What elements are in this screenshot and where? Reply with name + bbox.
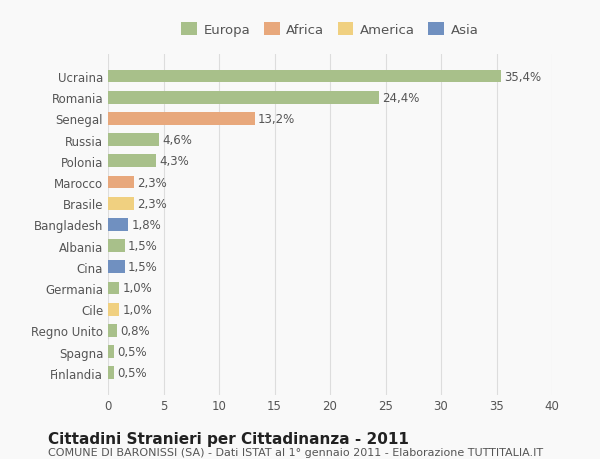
Bar bbox=[108, 155, 156, 168]
Text: 1,5%: 1,5% bbox=[128, 240, 158, 252]
Bar bbox=[108, 113, 254, 125]
Bar bbox=[108, 197, 134, 210]
Bar bbox=[108, 325, 117, 337]
Legend: Europa, Africa, America, Asia: Europa, Africa, America, Asia bbox=[176, 17, 484, 42]
Text: 13,2%: 13,2% bbox=[258, 112, 295, 126]
Text: 0,8%: 0,8% bbox=[120, 324, 150, 337]
Bar bbox=[108, 71, 501, 83]
Text: 0,5%: 0,5% bbox=[117, 345, 146, 358]
Bar bbox=[108, 303, 119, 316]
Text: 0,5%: 0,5% bbox=[117, 366, 146, 380]
Bar bbox=[108, 92, 379, 104]
Text: 1,0%: 1,0% bbox=[122, 282, 152, 295]
Bar bbox=[108, 134, 159, 147]
Bar bbox=[108, 346, 113, 358]
Text: 24,4%: 24,4% bbox=[382, 91, 419, 105]
Bar bbox=[108, 282, 119, 295]
Text: 4,6%: 4,6% bbox=[163, 134, 192, 147]
Text: 35,4%: 35,4% bbox=[504, 70, 541, 84]
Bar bbox=[108, 218, 128, 231]
Text: 1,5%: 1,5% bbox=[128, 261, 158, 274]
Bar bbox=[108, 240, 125, 252]
Bar bbox=[108, 367, 113, 379]
Text: 2,3%: 2,3% bbox=[137, 176, 167, 189]
Bar bbox=[108, 261, 125, 274]
Text: 2,3%: 2,3% bbox=[137, 197, 167, 210]
Text: 1,0%: 1,0% bbox=[122, 303, 152, 316]
Text: 1,8%: 1,8% bbox=[131, 218, 161, 231]
Text: 4,3%: 4,3% bbox=[159, 155, 189, 168]
Text: Cittadini Stranieri per Cittadinanza - 2011: Cittadini Stranieri per Cittadinanza - 2… bbox=[48, 431, 409, 447]
Text: COMUNE DI BARONISSI (SA) - Dati ISTAT al 1° gennaio 2011 - Elaborazione TUTTITAL: COMUNE DI BARONISSI (SA) - Dati ISTAT al… bbox=[48, 448, 543, 458]
Bar bbox=[108, 176, 134, 189]
